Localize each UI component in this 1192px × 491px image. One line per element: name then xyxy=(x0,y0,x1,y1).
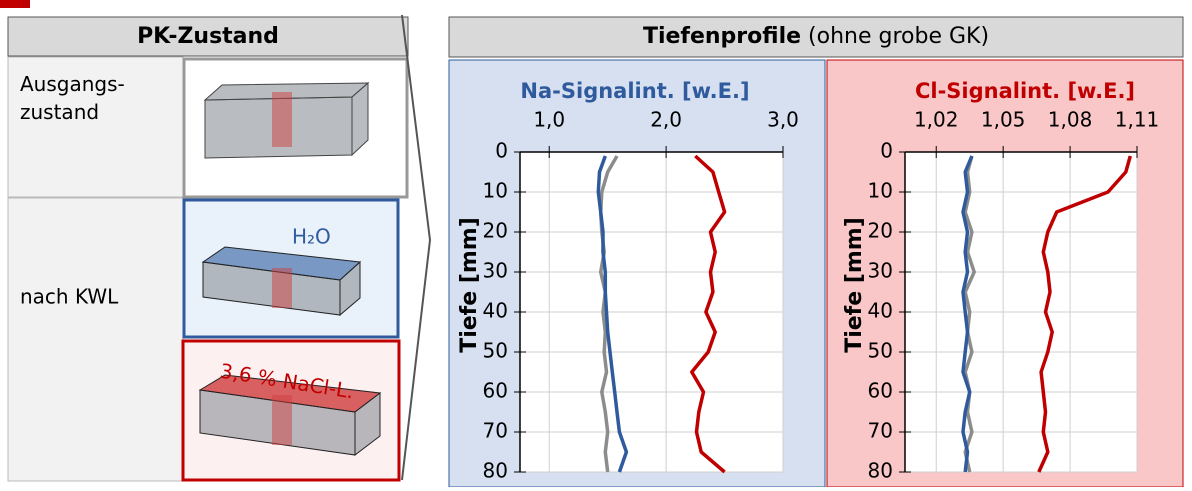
y-tick-label: 30 xyxy=(483,259,508,283)
x-tick-label: 1,0 xyxy=(533,108,565,132)
specimen xyxy=(201,246,362,317)
specimen xyxy=(203,81,370,159)
y-tick-label: 40 xyxy=(483,299,508,323)
left-header-text: PK-Zustand xyxy=(137,24,279,49)
specimen xyxy=(198,374,382,457)
y-tick-label: 0 xyxy=(495,139,508,163)
chart-title: Cl-Signalint. [w.E.] xyxy=(915,79,1135,103)
y-tick-label: 20 xyxy=(483,219,508,243)
y-tick-label: 10 xyxy=(483,179,508,203)
row-bg xyxy=(7,197,184,482)
row-bg xyxy=(7,56,184,198)
y-tick-label: 70 xyxy=(483,419,508,443)
y-axis-label: Tiefe [mm] xyxy=(457,217,482,353)
header-title: Tiefenprofile xyxy=(643,24,801,49)
x-tick-label: 1,08 xyxy=(1048,108,1093,132)
chart-title: Na-Signalint. [w.E.] xyxy=(520,79,749,103)
y-tick-label: 80 xyxy=(483,459,508,483)
left-header xyxy=(7,16,409,57)
y-tick-label: 60 xyxy=(868,379,893,403)
y-tick-label: 0 xyxy=(880,139,893,163)
row-label: nach KWL xyxy=(20,285,119,309)
y-tick-label: 80 xyxy=(868,459,893,483)
row-label: Ausgangs-zustand xyxy=(20,72,125,124)
series-line xyxy=(1037,155,1132,473)
x-tick-label: 3,0 xyxy=(767,108,799,132)
y-tick-label: 50 xyxy=(483,339,508,363)
y-tick-label: 70 xyxy=(868,419,893,443)
medium-label: H₂O xyxy=(292,225,331,249)
x-tick-label: 1,05 xyxy=(981,108,1026,132)
x-tick-label: 1,02 xyxy=(914,108,959,132)
right-header xyxy=(448,16,1184,58)
y-axis-label: Tiefe [mm] xyxy=(842,217,867,353)
x-tick-label: 1,11 xyxy=(1115,108,1160,132)
series-line xyxy=(596,155,629,473)
x-tick-label: 2,0 xyxy=(650,108,682,132)
y-tick-label: 20 xyxy=(868,219,893,243)
y-tick-label: 30 xyxy=(868,259,893,283)
header-subtitle: (ohne grobe GK) xyxy=(808,24,989,49)
y-tick-label: 40 xyxy=(868,299,893,323)
series-line xyxy=(963,155,976,473)
y-tick-label: 60 xyxy=(483,379,508,403)
y-tick-label: 50 xyxy=(868,339,893,363)
right-header-text: Tiefenprofile (ohne grobe GK) xyxy=(643,24,989,49)
series-line xyxy=(961,155,974,473)
series-line xyxy=(690,154,727,474)
y-tick-label: 10 xyxy=(868,179,893,203)
chevron xyxy=(401,14,432,481)
corner-mark xyxy=(0,0,30,8)
